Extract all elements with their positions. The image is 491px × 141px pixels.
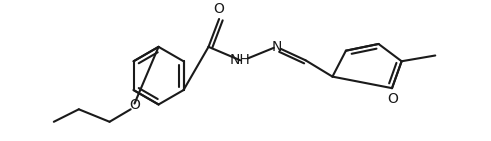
Text: O: O	[387, 92, 398, 106]
Text: O: O	[129, 98, 140, 113]
Text: NH: NH	[230, 53, 250, 67]
Text: O: O	[214, 2, 224, 16]
Text: N: N	[272, 40, 282, 54]
